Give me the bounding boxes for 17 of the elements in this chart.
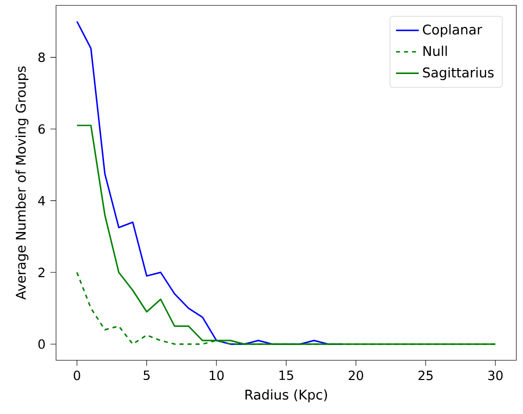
x-tick-label: 15 bbox=[280, 370, 294, 380]
y-tick-label: 6 bbox=[38, 124, 45, 134]
x-axis-title: Radius (Kpc) bbox=[246, 390, 328, 402]
x-tick-label: 5 bbox=[144, 370, 150, 380]
y-tick-label: 2 bbox=[38, 268, 44, 278]
legend-label: Sagittarius bbox=[423, 67, 494, 80]
legend-label: Null bbox=[424, 46, 447, 56]
x-tick-label: 0 bbox=[74, 370, 80, 380]
y-tick-label: 0 bbox=[38, 339, 45, 350]
y-tick-label: 4 bbox=[38, 196, 45, 206]
x-tick-label: 30 bbox=[488, 370, 503, 380]
x-tick-label: 25 bbox=[418, 370, 433, 380]
x-tick-label: 10 bbox=[210, 370, 224, 380]
y-tick-label: 8 bbox=[38, 52, 45, 62]
legend-label: Coplanar bbox=[422, 24, 482, 38]
x-tick-label: 20 bbox=[348, 370, 364, 380]
y-axis-title: Average Number of Moving Groups bbox=[15, 66, 28, 300]
